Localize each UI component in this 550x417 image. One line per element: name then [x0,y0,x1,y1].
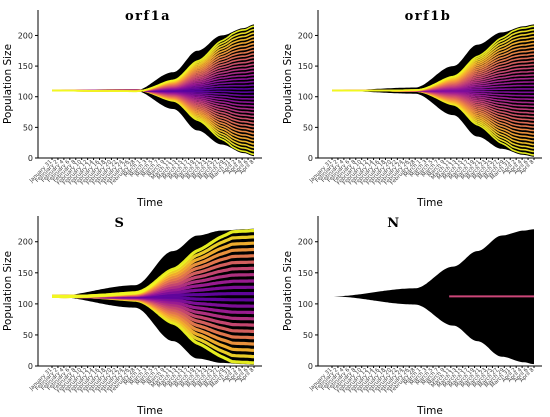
y-tick-label: 150 [298,269,313,278]
y-tick-label: 0 [28,362,33,371]
y-tick-label: 200 [298,31,313,40]
x-axis-title: Time [136,405,163,417]
y-tick-label: 0 [28,154,33,163]
y-tick-label: 0 [308,362,313,371]
y-tick-label: 200 [298,238,313,247]
y-tick-label: 150 [18,269,33,278]
y-axis-title: Population Size [2,251,14,331]
y-tick-label: 200 [18,31,33,40]
x-axis-title: Time [136,197,163,209]
lineage-band [332,25,535,92]
panel-title: S [115,216,126,231]
plume-area [332,229,534,365]
x-axis-title: Time [416,197,443,209]
y-tick-label: 100 [18,93,33,102]
y-tick-label: 0 [308,154,313,163]
y-axis-title: Population Size [2,44,14,124]
panel-title: orf1b [405,9,452,24]
y-tick-label: 100 [298,300,313,309]
y-tick-label: 50 [303,331,313,340]
y-tick-label: 50 [303,123,313,132]
y-axis-title: Population Size [282,251,294,331]
x-axis-title: Time [416,405,443,417]
y-tick-label: 100 [298,93,313,102]
y-tick-label: 200 [18,238,33,247]
y-tick-label: 150 [298,62,313,71]
lineage-band [52,25,255,93]
y-tick-label: 50 [23,123,33,132]
panel-title: orf1a [125,9,171,24]
y-tick-label: 50 [23,331,33,340]
panel-title: N [387,216,400,231]
y-axis-title: Population Size [282,44,294,124]
lineage-band [52,229,254,299]
y-tick-label: 150 [18,62,33,71]
y-tick-label: 100 [18,300,33,309]
